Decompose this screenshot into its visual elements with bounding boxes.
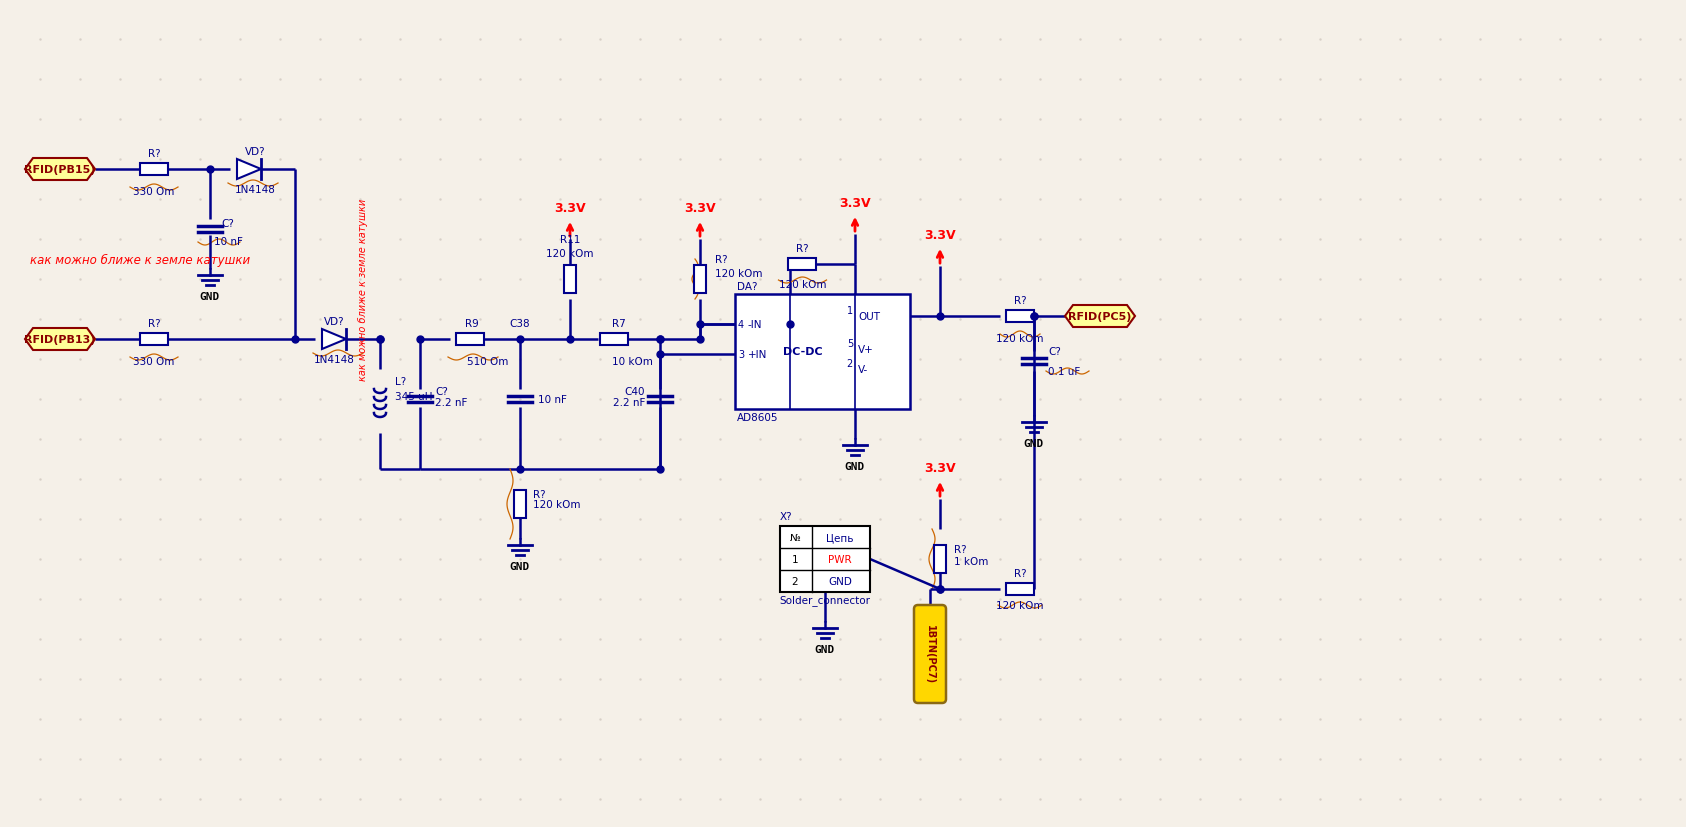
Text: 1BTN(PC7): 1BTN(PC7) xyxy=(926,624,936,684)
Text: 2.2 nF: 2.2 nF xyxy=(612,398,646,408)
Text: RFID(PB15): RFID(PB15) xyxy=(24,165,96,174)
Text: R?: R? xyxy=(148,149,160,159)
Text: 330 Om: 330 Om xyxy=(133,187,175,197)
Text: 4: 4 xyxy=(738,319,744,330)
Text: 2: 2 xyxy=(846,359,853,369)
Polygon shape xyxy=(25,159,94,181)
Text: 120 kOm: 120 kOm xyxy=(546,249,593,259)
Text: GND: GND xyxy=(1023,438,1044,448)
Text: DA?: DA? xyxy=(737,282,757,292)
Text: 1: 1 xyxy=(846,306,853,316)
Text: -IN: -IN xyxy=(749,319,762,330)
Text: C?: C? xyxy=(1049,347,1060,356)
Text: GND: GND xyxy=(828,576,851,586)
Bar xyxy=(781,526,870,592)
Text: V+: V+ xyxy=(858,345,873,355)
Text: 5: 5 xyxy=(846,338,853,348)
Text: 330 Om: 330 Om xyxy=(133,356,175,366)
Text: R?: R? xyxy=(715,255,728,265)
Text: 120 kOm: 120 kOm xyxy=(533,500,580,509)
Text: GND: GND xyxy=(814,644,835,654)
Text: 2: 2 xyxy=(792,576,797,586)
Text: 120 kOm: 120 kOm xyxy=(715,269,762,279)
Bar xyxy=(600,333,627,346)
Text: L?: L? xyxy=(395,376,406,386)
Text: GND: GND xyxy=(845,461,865,471)
Text: R?: R? xyxy=(1013,568,1027,578)
Text: 120 kOm: 120 kOm xyxy=(996,600,1044,610)
Text: R11: R11 xyxy=(560,235,580,245)
Bar xyxy=(934,545,946,573)
Text: R?: R? xyxy=(796,244,809,254)
Text: RFID(PB13): RFID(PB13) xyxy=(24,335,96,345)
Text: VD?: VD? xyxy=(324,317,344,327)
Text: Solder_connector: Solder_connector xyxy=(779,595,870,605)
Text: C?: C? xyxy=(435,386,448,396)
Text: RFID(PC5): RFID(PC5) xyxy=(1069,312,1131,322)
Bar xyxy=(789,259,816,270)
Text: 120 kOm: 120 kOm xyxy=(996,333,1044,343)
Text: R?: R? xyxy=(533,490,546,500)
Text: 345 uH: 345 uH xyxy=(395,391,433,402)
Text: 120 kOm: 120 kOm xyxy=(779,280,826,289)
Bar xyxy=(735,294,910,409)
Text: DC-DC: DC-DC xyxy=(782,347,823,357)
Text: 1 kOm: 1 kOm xyxy=(954,557,988,566)
Text: VD?: VD? xyxy=(244,147,265,157)
Bar xyxy=(1007,583,1034,595)
Text: 2.2 nF: 2.2 nF xyxy=(435,398,467,408)
Text: 510 Om: 510 Om xyxy=(467,356,509,366)
Text: R?: R? xyxy=(1013,295,1027,306)
Text: 10 nF: 10 nF xyxy=(214,237,243,246)
Bar xyxy=(565,265,577,294)
Text: 10 kOm: 10 kOm xyxy=(612,356,652,366)
Text: R?: R? xyxy=(954,544,966,554)
Text: +IN: +IN xyxy=(749,350,767,360)
Bar xyxy=(1007,311,1034,323)
Polygon shape xyxy=(25,328,94,351)
Text: 3: 3 xyxy=(738,350,744,360)
Text: 1N4148: 1N4148 xyxy=(234,184,275,195)
Text: как можно ближе к земле катушки: как можно ближе к земле катушки xyxy=(30,253,250,266)
Text: как можно ближе к земле катушки: как можно ближе к земле катушки xyxy=(357,198,368,380)
Text: V-: V- xyxy=(858,365,868,375)
Text: X?: X? xyxy=(781,511,792,521)
Polygon shape xyxy=(322,330,346,350)
Text: C?: C? xyxy=(221,218,234,229)
Text: 3.3V: 3.3V xyxy=(555,202,585,215)
Text: 3.3V: 3.3V xyxy=(924,229,956,241)
Text: 3.3V: 3.3V xyxy=(924,461,956,475)
FancyBboxPatch shape xyxy=(914,605,946,703)
Bar xyxy=(514,490,526,519)
Bar xyxy=(695,265,706,294)
Text: GND: GND xyxy=(509,562,529,571)
Text: AD8605: AD8605 xyxy=(737,413,779,423)
Text: Цепь: Цепь xyxy=(826,533,853,543)
Text: 3.3V: 3.3V xyxy=(840,197,870,210)
Bar xyxy=(140,333,169,346)
Text: PWR: PWR xyxy=(828,554,851,564)
Text: 10 nF: 10 nF xyxy=(538,394,566,404)
Text: 0.1 uF: 0.1 uF xyxy=(1049,366,1081,376)
Text: 1N4148: 1N4148 xyxy=(314,355,354,365)
Text: R?: R? xyxy=(148,318,160,328)
Text: C38: C38 xyxy=(509,318,531,328)
Polygon shape xyxy=(238,160,261,179)
Text: GND: GND xyxy=(201,292,221,302)
Polygon shape xyxy=(1066,306,1135,327)
Text: №: № xyxy=(789,533,801,543)
Text: R7: R7 xyxy=(612,318,626,328)
Text: OUT: OUT xyxy=(858,312,880,322)
Text: 3.3V: 3.3V xyxy=(685,202,717,215)
Text: C40: C40 xyxy=(624,386,646,396)
Text: R9: R9 xyxy=(465,318,479,328)
Text: 1: 1 xyxy=(792,554,797,564)
Bar xyxy=(455,333,484,346)
Bar xyxy=(140,164,169,176)
